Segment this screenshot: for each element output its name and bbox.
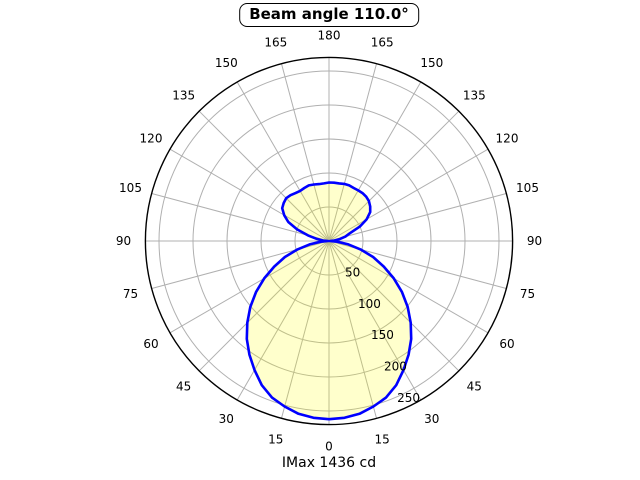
- angle-tick-label: 60: [499, 337, 514, 351]
- angle-spoke: [328, 110, 460, 242]
- angle-tick-label: 75: [123, 287, 138, 301]
- angle-tick-label: 75: [520, 287, 535, 301]
- angle-tick-label: 150: [215, 56, 238, 70]
- angle-tick-label: 135: [463, 89, 486, 103]
- angle-tick-label: 0: [325, 440, 333, 454]
- angle-tick-label: 90: [116, 234, 131, 248]
- angle-spoke: [328, 148, 489, 242]
- grid-circle: [226, 138, 432, 344]
- angle-tick-label: 45: [467, 379, 482, 393]
- angle-tick-label: 15: [268, 433, 283, 447]
- imax-caption: IMax 1436 cd: [281, 455, 377, 471]
- angle-spoke: [198, 110, 330, 242]
- radial-tick-label: 50: [345, 265, 360, 279]
- angle-spoke: [328, 63, 377, 242]
- angle-spoke: [236, 81, 330, 242]
- angle-tick-label: 45: [176, 379, 191, 393]
- grid-circle: [192, 104, 466, 378]
- angle-spoke: [328, 193, 507, 242]
- angle-spoke: [169, 148, 330, 242]
- angle-tick-label: 60: [143, 337, 158, 351]
- radial-tick-label: 100: [358, 297, 381, 311]
- angle-spoke: [328, 240, 460, 372]
- angle-tick-label: 15: [375, 433, 390, 447]
- angle-spoke: [281, 240, 330, 419]
- angle-tick-label: 135: [172, 89, 195, 103]
- angle-tick-label: 30: [424, 412, 439, 426]
- grid-circle: [294, 206, 364, 276]
- angle-tick-label: 150: [420, 56, 443, 70]
- angle-tick-label: 180: [318, 29, 341, 43]
- angle-tick-label: 165: [371, 36, 394, 50]
- grid-circle: [260, 172, 398, 310]
- radial-tick-label: 200: [384, 360, 407, 374]
- angle-spoke: [281, 63, 330, 242]
- polar-boundary: [144, 56, 514, 426]
- chart-title: Beam angle 110.0°: [239, 3, 419, 27]
- angle-spoke: [151, 193, 330, 242]
- radial-tick-label: 250: [397, 391, 420, 405]
- beam-curve: [245, 181, 413, 421]
- angle-spoke: [328, 240, 377, 419]
- angle-spoke: [236, 240, 330, 401]
- angle-spoke: [328, 240, 422, 401]
- angle-spoke: [328, 240, 489, 334]
- angle-spoke: [328, 81, 422, 242]
- angle-tick-label: 120: [140, 131, 163, 145]
- angle-tick-label: 165: [264, 36, 287, 50]
- angle-tick-label: 105: [516, 181, 539, 195]
- grid-circle: [158, 70, 500, 412]
- angle-tick-label: 30: [219, 412, 234, 426]
- angle-tick-label: 105: [119, 181, 142, 195]
- angle-tick-label: 120: [496, 131, 519, 145]
- radial-tick-label: 150: [371, 328, 394, 342]
- angle-spoke: [169, 240, 330, 334]
- angle-spoke: [198, 240, 330, 372]
- angle-tick-label: 90: [527, 234, 542, 248]
